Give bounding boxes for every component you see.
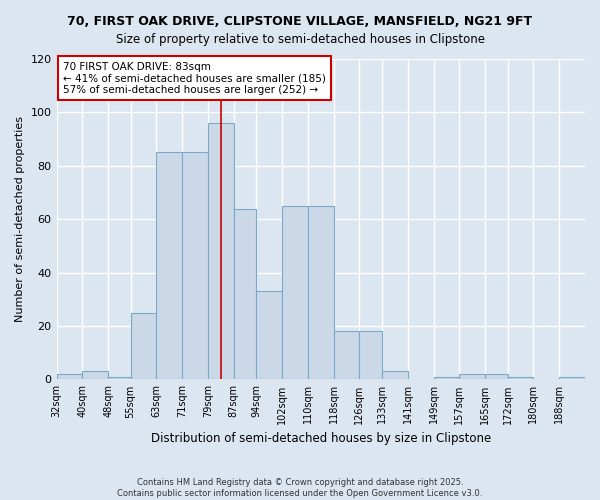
- Text: Contains HM Land Registry data © Crown copyright and database right 2025.
Contai: Contains HM Land Registry data © Crown c…: [118, 478, 482, 498]
- Bar: [434, 377, 460, 380]
- Bar: [208, 123, 234, 380]
- X-axis label: Distribution of semi-detached houses by size in Clipstone: Distribution of semi-detached houses by …: [151, 432, 491, 445]
- Bar: [382, 372, 408, 380]
- Bar: [56, 374, 82, 380]
- Bar: [485, 374, 508, 380]
- Bar: [359, 332, 382, 380]
- Text: 70, FIRST OAK DRIVE, CLIPSTONE VILLAGE, MANSFIELD, NG21 9FT: 70, FIRST OAK DRIVE, CLIPSTONE VILLAGE, …: [67, 15, 533, 28]
- Text: 70 FIRST OAK DRIVE: 83sqm
← 41% of semi-detached houses are smaller (185)
57% of: 70 FIRST OAK DRIVE: 83sqm ← 41% of semi-…: [63, 62, 326, 95]
- Bar: [559, 377, 585, 380]
- Bar: [308, 206, 334, 380]
- Bar: [460, 374, 485, 380]
- Bar: [334, 332, 359, 380]
- Y-axis label: Number of semi-detached properties: Number of semi-detached properties: [15, 116, 25, 322]
- Bar: [256, 292, 282, 380]
- Bar: [508, 377, 533, 380]
- Bar: [108, 377, 131, 380]
- Bar: [182, 152, 208, 380]
- Text: Size of property relative to semi-detached houses in Clipstone: Size of property relative to semi-detach…: [115, 32, 485, 46]
- Bar: [82, 372, 108, 380]
- Bar: [157, 152, 182, 380]
- Bar: [131, 312, 157, 380]
- Bar: [282, 206, 308, 380]
- Bar: [234, 208, 256, 380]
